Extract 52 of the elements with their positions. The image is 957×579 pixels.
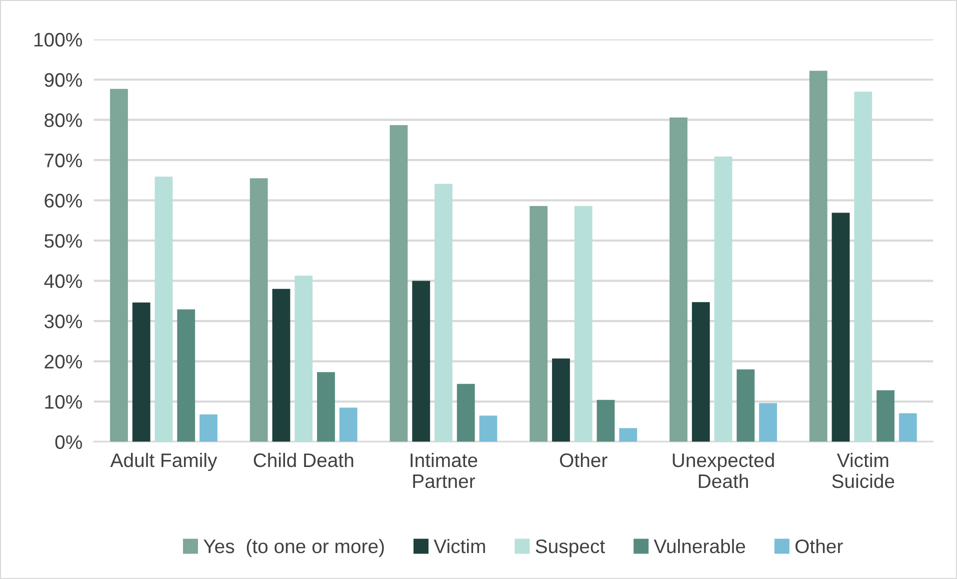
bar (530, 206, 548, 442)
y-tick-label: 90% (44, 73, 82, 87)
bar (294, 276, 313, 442)
bar (456, 384, 475, 442)
bar (574, 206, 592, 442)
bar (898, 413, 917, 442)
bar (479, 416, 498, 442)
y-tick-label: 20% (44, 354, 82, 369)
bar (177, 309, 196, 442)
x-tick-label: Victim Suicide (832, 452, 894, 488)
y-tick-label: 100% (34, 32, 82, 47)
bar (759, 403, 777, 442)
bar (412, 280, 430, 442)
y-tick-label: 50% (44, 234, 82, 248)
bar (714, 156, 732, 442)
bar (339, 408, 358, 442)
bar (272, 288, 290, 442)
bar (434, 184, 452, 442)
legend-label: Other (795, 538, 843, 554)
bar (132, 302, 150, 442)
bar (200, 414, 218, 442)
x-tick-label: Other (560, 452, 608, 468)
y-tick-label: 70% (44, 154, 82, 168)
bar (250, 178, 268, 442)
x-tick-label: Unexpected Death (672, 452, 774, 488)
bar (736, 369, 755, 442)
x-tick-label: Adult Family (110, 452, 218, 472)
bar (619, 428, 638, 442)
legend-label: Yes (to one or more) (204, 538, 384, 558)
legend-label: Suspect (536, 539, 605, 558)
bar (596, 400, 615, 442)
legend-label: Victim (434, 538, 485, 554)
bar (317, 372, 335, 442)
x-tick-label: Child Death (254, 452, 354, 468)
y-tick-label: 10% (45, 395, 82, 409)
bar (854, 92, 872, 442)
bar (154, 176, 173, 442)
legend-label: Vulnerable (654, 538, 746, 554)
bar (876, 390, 894, 442)
bar (832, 212, 850, 442)
y-tick-label: 30% (44, 314, 82, 328)
y-tick-label: 80% (44, 113, 82, 128)
bar (390, 125, 408, 442)
y-tick-label: 60% (44, 194, 82, 208)
bar (552, 358, 570, 442)
y-tick-label: 40% (44, 274, 82, 288)
bar (809, 70, 828, 442)
bar (670, 117, 688, 442)
bar (110, 88, 128, 442)
bar (692, 302, 710, 442)
y-tick-label: 0% (55, 435, 82, 450)
x-tick-label: Intimate Partner (410, 452, 478, 488)
